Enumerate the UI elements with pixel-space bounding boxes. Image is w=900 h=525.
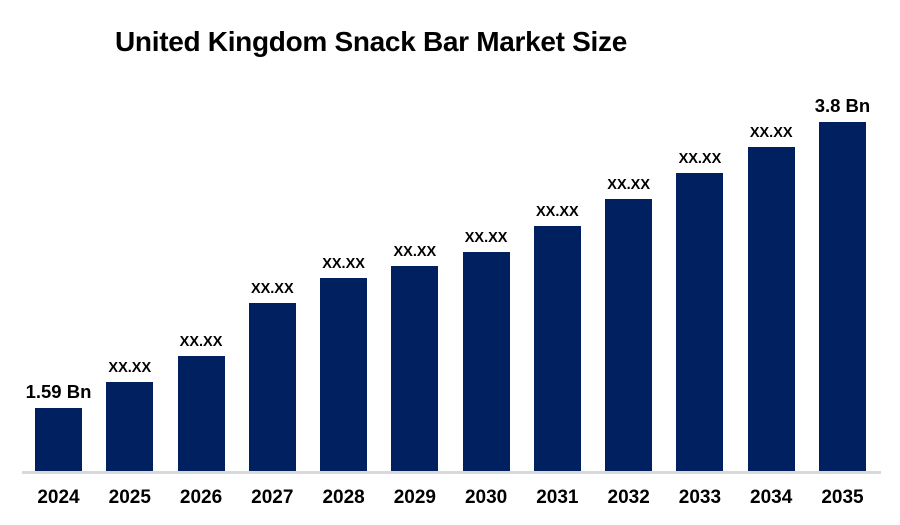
- bar-2025: [106, 382, 154, 472]
- value-label-2027: XX.XX: [250, 280, 294, 297]
- value-label-2029: XX.XX: [393, 243, 437, 260]
- bar-2026: [177, 356, 225, 472]
- value-label-2025: XX.XX: [108, 359, 152, 376]
- x-axis-label-2035: 2035: [821, 487, 864, 508]
- x-axis-label-2025: 2025: [108, 487, 151, 508]
- bar-2031: [533, 226, 581, 472]
- x-axis-label-2029: 2029: [393, 487, 436, 508]
- x-axis-label-2028: 2028: [322, 487, 365, 508]
- bar-2028: [320, 278, 368, 472]
- x-axis-label-2024: 2024: [37, 487, 80, 508]
- x-axis-label-2034: 2034: [750, 487, 793, 508]
- bar-2032: [605, 199, 653, 472]
- value-label-2028: XX.XX: [322, 255, 365, 272]
- bar-2030: [462, 252, 510, 472]
- value-label-2032: XX.XX: [607, 176, 651, 193]
- x-axis-label-2030: 2030: [464, 487, 508, 508]
- bar-2027: [248, 303, 296, 472]
- value-label-2035: 3.8 Bn: [814, 94, 871, 116]
- value-label-2030: XX.XX: [464, 229, 508, 246]
- x-axis-line: [22, 471, 881, 474]
- bar-2035: [818, 122, 866, 472]
- chart-title: United Kingdom Snack Bar Market Size: [115, 26, 627, 57]
- x-axis-label-2032: 2032: [607, 487, 650, 508]
- x-axis-label-2026: 2026: [179, 487, 223, 508]
- bar-2029: [391, 266, 439, 472]
- value-label-2024: 1.59 Bn: [25, 380, 92, 402]
- bar-2034: [747, 147, 795, 472]
- value-label-2034: XX.XX: [749, 124, 793, 141]
- bar-2024: [35, 408, 82, 472]
- x-axis-label-2027: 2027: [251, 487, 294, 508]
- value-label-2026: XX.XX: [179, 333, 223, 350]
- value-label-2033: XX.XX: [678, 150, 722, 167]
- x-axis-label-2031: 2031: [536, 487, 579, 508]
- value-label-2031: XX.XX: [536, 203, 579, 220]
- bar-2033: [676, 173, 724, 472]
- x-axis-label-2033: 2033: [678, 487, 722, 508]
